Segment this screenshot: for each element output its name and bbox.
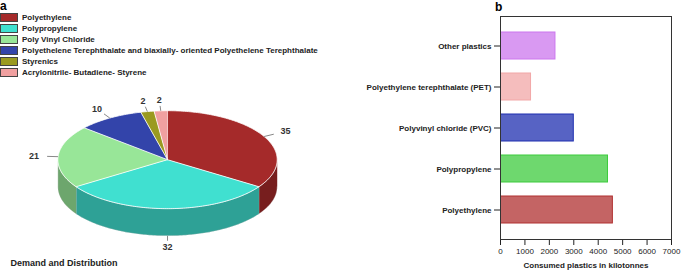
- html-text:Polypropylene: Polypropylene: [22, 24, 78, 33]
- svg-text:2000: 2000: [540, 247, 558, 256]
- html-text:a: a: [0, 0, 7, 13]
- svg-text:2: 2: [157, 95, 162, 105]
- html-text:Styrenics: Styrenics: [22, 57, 58, 66]
- svg-text:5000: 5000: [614, 247, 632, 256]
- svg-text:2: 2: [140, 96, 145, 106]
- svg-text:21: 21: [29, 151, 39, 161]
- html-text:Polyethylene: Polyethylene: [22, 13, 72, 22]
- svg-text:10: 10: [92, 104, 102, 114]
- html-text:Polyethelene Terephthalate and: Polyethelene Terephthalate and biaxially…: [22, 46, 318, 55]
- svg-text:35: 35: [280, 126, 290, 136]
- svg-text:Other plastics: Other plastics: [438, 42, 492, 51]
- svg-text:3000: 3000: [565, 247, 583, 256]
- svg-text:Consumed plastics in kilotonne: Consumed plastics in kilotonnes: [524, 261, 649, 270]
- svg-text:Polyvinyl chloride (PVC): Polyvinyl chloride (PVC): [399, 124, 492, 133]
- svg-text:Demand and Distribution: Demand and Distribution: [11, 258, 118, 268]
- svg-text:0: 0: [498, 247, 503, 256]
- svg-text:7000: 7000: [663, 247, 681, 256]
- svg-text:4000: 4000: [589, 247, 607, 256]
- svg-text:1000: 1000: [516, 247, 534, 256]
- svg-text:Polypropylene: Polypropylene: [436, 165, 492, 174]
- html-text:Poly Vinyl Chloride: Poly Vinyl Chloride: [22, 35, 95, 44]
- svg-text:6000: 6000: [638, 247, 656, 256]
- html-text:b: b: [495, 0, 503, 14]
- svg-text:32: 32: [163, 242, 173, 252]
- svg-text:Polyethylene: Polyethylene: [442, 206, 492, 215]
- svg-text:Polyethylene terephthalate (PE: Polyethylene terephthalate (PET): [367, 83, 492, 92]
- html-text:Acrylonitrile- Butadiene- Styr: Acrylonitrile- Butadiene- Styrene: [22, 68, 147, 77]
